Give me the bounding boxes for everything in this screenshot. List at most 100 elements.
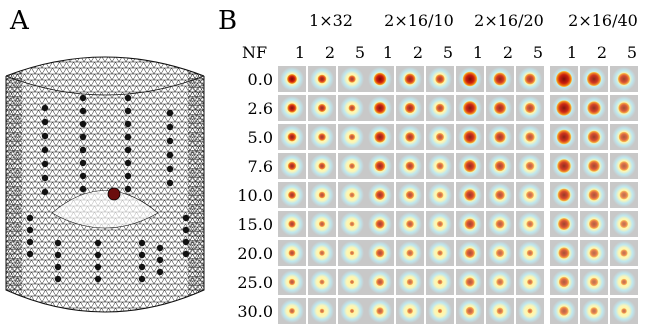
reconstruction-tile — [516, 211, 544, 237]
electrode-dot — [79, 159, 87, 167]
reconstruction-tile — [366, 298, 394, 324]
reconstruction-tile — [366, 95, 394, 121]
reconstruction-tile — [456, 95, 484, 121]
reconstruction-tile — [396, 124, 424, 150]
nf-subcolumn-label: 5 — [627, 43, 637, 62]
reconstruction-tile — [516, 269, 544, 295]
reconstruction-tile — [278, 211, 306, 237]
row-label-column: 0.0 2.6 5.0 7.6 10.0 15.0 20.0 25.0 30.0 — [237, 70, 273, 321]
reconstruction-tile — [456, 298, 484, 324]
reconstruction-tile — [308, 211, 336, 237]
reconstruction-tile — [610, 95, 638, 121]
electrode-dot — [26, 214, 34, 222]
reconstruction-tile — [308, 153, 336, 179]
reconstruction-tile — [396, 211, 424, 237]
group-label: 2×16/40 — [568, 11, 638, 30]
nf-subcolumn-label: 5 — [533, 43, 543, 62]
electrode-dot — [79, 185, 87, 193]
electrode-dot — [124, 120, 132, 128]
electrode-dot — [182, 250, 190, 258]
reconstruction-tile — [426, 298, 454, 324]
nf-subcolumn-label: 1 — [295, 43, 305, 62]
reconstruction-tile — [396, 153, 424, 179]
reconstruction-tile — [580, 269, 608, 295]
reconstruction-tile — [486, 95, 514, 121]
cylinder-mesh-figure — [5, 56, 205, 313]
reconstruction-tile — [396, 182, 424, 208]
reconstruction-tile — [610, 124, 638, 150]
reconstruction-tile — [308, 124, 336, 150]
reconstruction-tile — [278, 66, 306, 92]
electrode-dot — [41, 118, 49, 126]
reconstruction-tile — [550, 182, 578, 208]
nf-subcolumn-label: 5 — [355, 43, 365, 62]
electrode-dot — [54, 275, 62, 283]
reconstruction-tile — [610, 153, 638, 179]
reconstruction-tile — [486, 298, 514, 324]
reconstruction-tile — [580, 211, 608, 237]
reconstruction-tile — [550, 153, 578, 179]
reconstruction-tile — [580, 182, 608, 208]
electrode-dot — [54, 239, 62, 247]
reconstruction-tile — [486, 124, 514, 150]
reconstruction-tile — [426, 240, 454, 266]
electrode-dot — [79, 172, 87, 180]
electrode-dot — [79, 107, 87, 115]
reconstruction-tile — [550, 298, 578, 324]
row-label: 0.0 — [248, 70, 273, 89]
electrode-dot — [182, 226, 190, 234]
reconstruction-tile — [610, 182, 638, 208]
electrode-dot — [41, 146, 49, 154]
row-label: 5.0 — [248, 128, 273, 147]
reconstruction-tile — [278, 298, 306, 324]
electrode-dot — [41, 160, 49, 168]
reconstruction-tile — [456, 240, 484, 266]
reconstruction-tile — [396, 298, 424, 324]
reconstruction-tile — [396, 66, 424, 92]
reconstruction-tile — [516, 240, 544, 266]
reconstruction-tile — [486, 182, 514, 208]
electrode-dot — [182, 238, 190, 246]
reconstruction-tile — [426, 182, 454, 208]
reconstruction-tile — [366, 269, 394, 295]
nf-subcolumn-label: 1 — [383, 43, 393, 62]
reconstruction-tile — [610, 66, 638, 92]
reconstruction-tile — [456, 182, 484, 208]
row-label: 30.0 — [237, 302, 273, 321]
reconstruction-tile — [338, 298, 366, 324]
panel-b-label: B — [218, 6, 238, 36]
electrode-dot — [138, 239, 146, 247]
electrode-dot — [54, 251, 62, 259]
electrode-dot — [26, 226, 34, 234]
reconstruction-tile — [550, 211, 578, 237]
reconstruction-tile — [580, 95, 608, 121]
nf-subcolumn-label: 2 — [413, 43, 423, 62]
electrode-dot — [124, 94, 132, 102]
electrode-dot — [138, 263, 146, 271]
row-label: 7.6 — [248, 157, 273, 176]
electrode-dot — [124, 146, 132, 154]
reconstruction-tile — [456, 269, 484, 295]
reconstruction-tile — [366, 124, 394, 150]
electrode-dot — [26, 238, 34, 246]
reconstruction-tile — [308, 66, 336, 92]
electrode-dot — [41, 132, 49, 140]
reconstruction-tile — [486, 211, 514, 237]
reconstruction-tile — [338, 211, 366, 237]
row-label: 20.0 — [237, 244, 273, 263]
electrode-dot — [124, 172, 132, 180]
electrode-dot — [41, 188, 49, 196]
reconstruction-tile — [516, 124, 544, 150]
reconstruction-tile — [516, 182, 544, 208]
cylinder-outline — [5, 76, 205, 313]
electrode-dot — [124, 107, 132, 115]
electrode-dot — [94, 263, 102, 271]
row-label: 10.0 — [237, 186, 273, 205]
reconstruction-tile — [456, 124, 484, 150]
reconstruction-tile — [580, 240, 608, 266]
group-label: 2×16/10 — [384, 11, 454, 30]
reconstruction-tile — [516, 298, 544, 324]
group-label: 1×32 — [309, 11, 353, 30]
electrode-dot — [41, 174, 49, 182]
